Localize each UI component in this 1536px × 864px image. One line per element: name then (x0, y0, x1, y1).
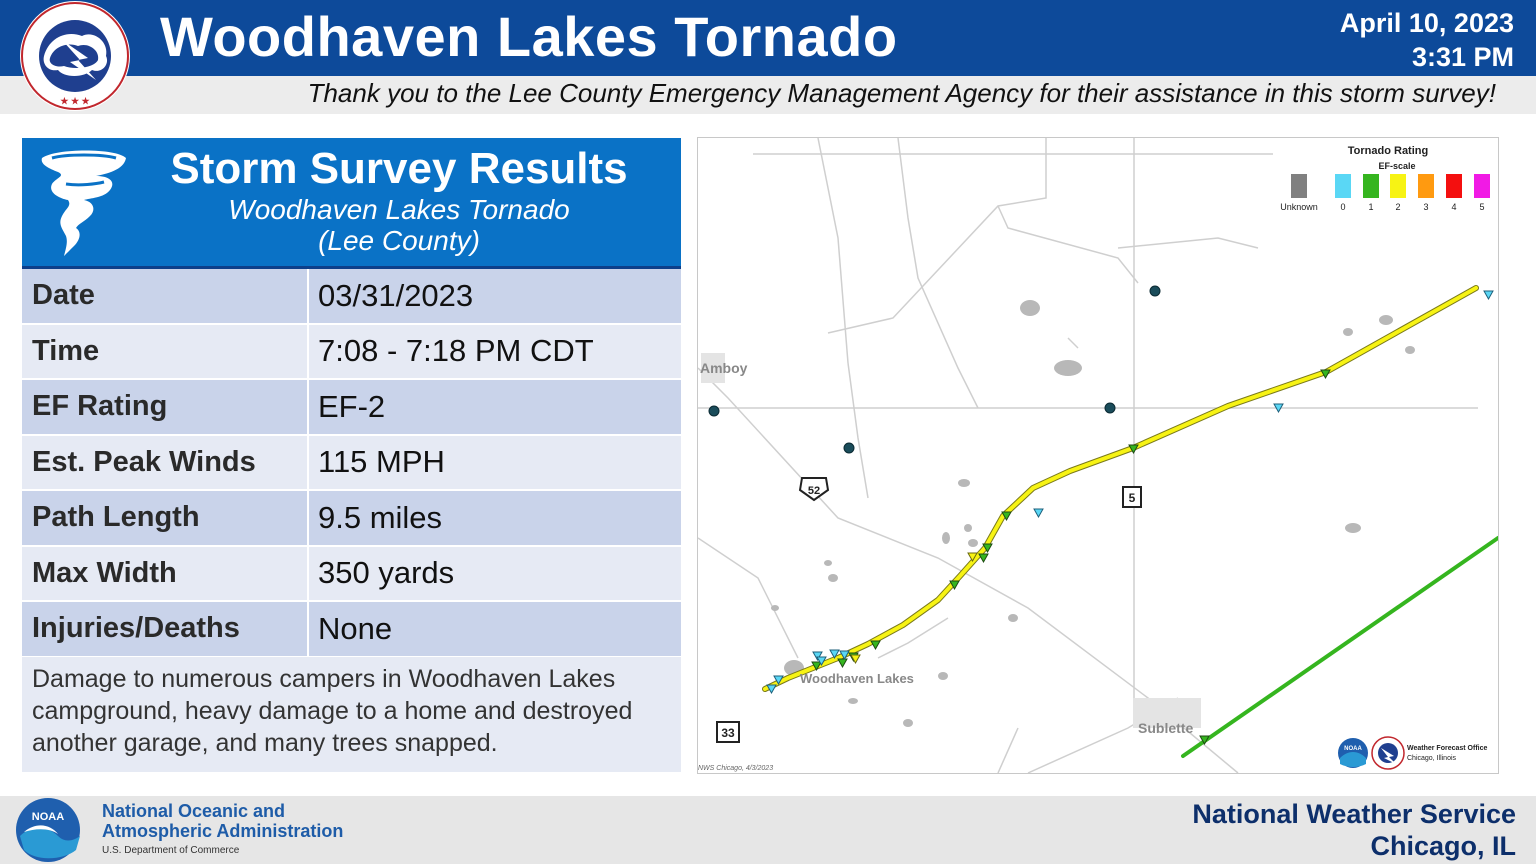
legend-label-1: 1 (1368, 202, 1373, 212)
office-line2: Chicago, Illinois (1407, 755, 1457, 762)
legend-swatch-unknown (1291, 174, 1307, 198)
table-row: Est. Peak Winds 115 MPH (22, 435, 681, 491)
tornado-icon (41, 150, 126, 256)
panel-subtitle: Woodhaven Lakes Tornado (228, 194, 570, 225)
results-table: Date 03/31/2023 Time 7:08 - 7:18 PM CDT … (22, 269, 681, 658)
svg-text:★ ★ ★: ★ ★ ★ (60, 96, 90, 106)
noaa-dept: U.S. Department of Commerce (102, 845, 240, 856)
damage-description: Damage to numerous campers in Woodhaven … (22, 657, 681, 772)
panel-title: Storm Survey Results (170, 144, 628, 193)
legend-label-3: 3 (1423, 202, 1428, 212)
ef0-damage-points (766, 290, 1494, 695)
tornado-track-map: Amboy Woodhaven Lakes Sublette 52 5 33 T… (697, 137, 1499, 774)
noaa-logo: NOAA (16, 798, 80, 862)
report-time: 3:31 PM (1411, 42, 1514, 72)
map-credit: NWS Chicago, 4/3/2023 (698, 765, 773, 772)
noaa-name: National Oceanic and Atmospheric Adminis… (102, 801, 343, 841)
legend-title: Tornado Rating (1348, 145, 1428, 157)
ef1-damage-points (811, 369, 1331, 746)
table-row: Time 7:08 - 7:18 PM CDT (22, 324, 681, 380)
survey-panel: Storm Survey Results Woodhaven Lakes Tor… (22, 138, 681, 772)
header-bar (0, 0, 1536, 76)
thanks-bar: Thank you to the Lee County Emergency Ma… (0, 76, 1536, 114)
row-label: EF Rating (22, 380, 309, 434)
table-row: Date 03/31/2023 (22, 269, 681, 325)
noaa-small-label: NOAA (1344, 746, 1362, 752)
report-date: April 10, 2023 (1339, 8, 1514, 38)
report-datetime: April 10, 2023 3:31 PM (1340, 6, 1514, 74)
row-label: Time (22, 324, 309, 378)
thanks-text: Thank you to the Lee County Emergency Ma… (307, 78, 1496, 108)
noaa-line1: National Oceanic and (102, 801, 286, 821)
noaa-line2: Atmospheric Administration (102, 821, 344, 841)
ef2-damage-points (850, 552, 978, 665)
state-route-33-shield: 33 (716, 721, 740, 743)
table-row: Max Width 350 yards (22, 546, 681, 602)
amboy-area (701, 353, 725, 383)
route-52-label: 52 (808, 485, 820, 497)
row-value: 350 yards (318, 555, 455, 591)
office-line1: Weather Forecast Office (1407, 745, 1488, 752)
table-row: Path Length 9.5 miles (22, 491, 681, 547)
noaa-small-icon: NOAA (1338, 738, 1368, 768)
us-route-shield: 52 (798, 477, 830, 502)
legend-label-0: 0 (1340, 202, 1345, 212)
row-value: 9.5 miles (309, 491, 681, 545)
state-route-5-shield: 5 (1122, 486, 1142, 508)
nws-small-icon (1371, 736, 1405, 770)
place-woodhaven: Woodhaven Lakes (800, 671, 914, 686)
map-legend: Tornado Rating EF-scale Unknown 0 1 2 3 … (1280, 145, 1490, 212)
legend-swatch-3 (1418, 174, 1434, 198)
road-lines (698, 138, 1478, 773)
panel-header: Storm Survey Results Woodhaven Lakes Tor… (22, 138, 681, 269)
route-33-label: 33 (721, 726, 735, 740)
row-label: Max Width (22, 546, 309, 600)
legend-label-4: 4 (1451, 202, 1456, 212)
page-title: Woodhaven Lakes Tornado (160, 5, 898, 68)
nws-line2: Chicago, IL (1370, 831, 1516, 861)
nws-logo: ★ ★ ★ (20, 1, 130, 111)
place-sublette: Sublette (1138, 720, 1193, 736)
row-label: Est. Peak Winds (22, 435, 309, 489)
legend-swatch-1 (1363, 174, 1379, 198)
row-label: Date (22, 269, 309, 323)
map-canvas: Amboy Woodhaven Lakes Sublette 52 5 33 T… (698, 138, 1498, 773)
row-label: Path Length (22, 491, 309, 545)
legend-subtitle: EF-scale (1378, 161, 1415, 171)
legend-label-unknown: Unknown (1280, 202, 1318, 212)
legend-swatch-5 (1474, 174, 1490, 198)
row-value: EF-2 (309, 380, 681, 434)
legend-swatch-4 (1446, 174, 1462, 198)
row-value: 7:08 - 7:18 PM CDT (318, 333, 594, 369)
row-value: 03/31/2023 (309, 269, 681, 323)
legend-label-2: 2 (1395, 202, 1400, 212)
row-value: None (309, 602, 681, 656)
legend-swatch-0 (1335, 174, 1351, 198)
lake-shapes (771, 300, 1415, 727)
footer-bar: NOAA National Oceanic and Atmospheric Ad… (0, 796, 1536, 864)
place-amboy: Amboy (700, 360, 748, 376)
sublette-area (1133, 698, 1201, 728)
table-row: Injuries/Deaths None (22, 602, 681, 658)
route-5-label: 5 (1129, 491, 1136, 505)
legend-label-5: 5 (1479, 202, 1484, 212)
nws-office-name: National Weather Service Chicago, IL (1192, 798, 1516, 862)
noaa-logo-label: NOAA (32, 811, 64, 823)
table-row: EF Rating EF-2 (22, 380, 681, 436)
panel-county: (Lee County) (318, 225, 480, 256)
legend-swatch-2 (1390, 174, 1406, 198)
nws-line1: National Weather Service (1192, 799, 1516, 829)
row-value: 115 MPH (318, 444, 445, 480)
ef1-track (1181, 536, 1498, 758)
unknown-damage-points (708, 285, 1161, 454)
row-label: Injuries/Deaths (22, 602, 309, 656)
